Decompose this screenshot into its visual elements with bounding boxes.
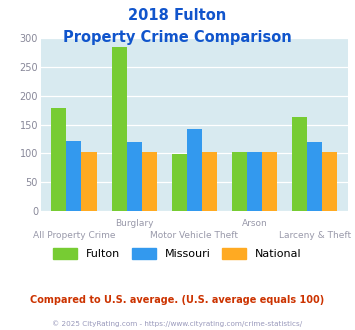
Bar (292, 117, 307, 211)
Bar (262, 152, 277, 211)
Text: Larceny & Theft: Larceny & Theft (279, 231, 351, 240)
Bar (307, 142, 322, 211)
Text: Motor Vehicle Theft: Motor Vehicle Theft (151, 231, 238, 240)
Bar (127, 142, 142, 211)
Bar (232, 152, 247, 211)
Text: 2018 Fulton: 2018 Fulton (129, 8, 226, 23)
Bar (202, 152, 217, 211)
Bar (322, 152, 337, 211)
Bar (66, 141, 81, 211)
Text: Burglary: Burglary (115, 219, 153, 228)
Text: Compared to U.S. average. (U.S. average equals 100): Compared to U.S. average. (U.S. average … (31, 295, 324, 305)
Text: Arson: Arson (242, 219, 267, 228)
Bar (111, 47, 127, 211)
Bar (51, 108, 66, 211)
Bar (81, 152, 97, 211)
Bar (187, 129, 202, 211)
Text: © 2025 CityRating.com - https://www.cityrating.com/crime-statistics/: © 2025 CityRating.com - https://www.city… (53, 321, 302, 327)
Text: All Property Crime: All Property Crime (33, 231, 115, 240)
Bar (172, 154, 187, 211)
Text: Property Crime Comparison: Property Crime Comparison (63, 30, 292, 45)
Bar (247, 152, 262, 211)
Legend: Fulton, Missouri, National: Fulton, Missouri, National (49, 244, 306, 263)
Bar (142, 152, 157, 211)
